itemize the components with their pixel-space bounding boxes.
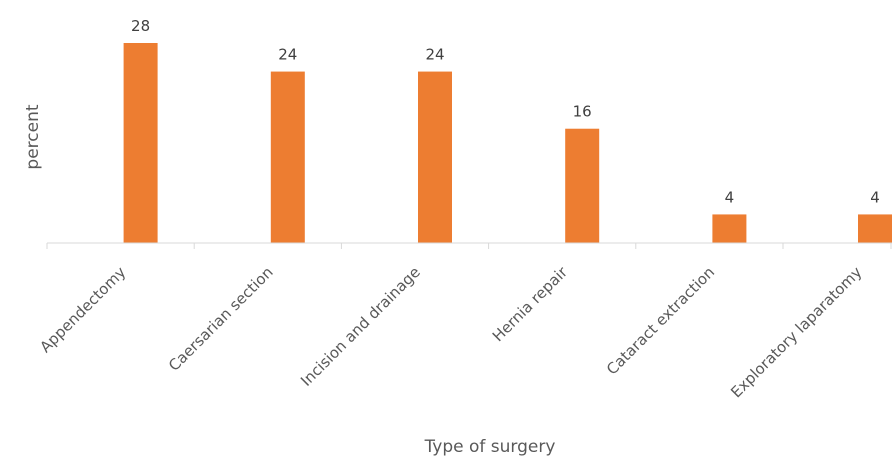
data-label: 4 bbox=[870, 188, 880, 206]
bar bbox=[418, 71, 452, 243]
x-tick-label: Appendectomy bbox=[36, 263, 129, 356]
bar bbox=[858, 214, 892, 243]
y-axis-title: percent bbox=[23, 104, 43, 169]
data-label: 4 bbox=[725, 188, 735, 206]
bars-layer bbox=[123, 43, 892, 243]
bar bbox=[270, 71, 305, 243]
x-tick-label: Caersarian section bbox=[165, 263, 277, 375]
x-tick-label: Exploratory laparatomy bbox=[727, 263, 865, 401]
bar bbox=[712, 214, 747, 243]
x-axis-title: Type of surgery bbox=[424, 437, 556, 457]
data-label: 16 bbox=[573, 103, 592, 121]
bar bbox=[565, 128, 600, 243]
x-tick-label: Cataract extraction bbox=[603, 263, 718, 378]
data-label: 28 bbox=[131, 17, 150, 35]
data-label: 24 bbox=[278, 46, 297, 64]
bar bbox=[123, 43, 158, 243]
x-tick-label: Hernia repair bbox=[489, 263, 572, 346]
x-tick-label: Incision and drainage bbox=[297, 263, 424, 390]
labels-layer: 28 Appendectomy 24 Caersarian section 24 Inci… bbox=[36, 17, 879, 401]
data-label: 24 bbox=[425, 46, 444, 64]
axis-layer bbox=[46, 242, 892, 249]
